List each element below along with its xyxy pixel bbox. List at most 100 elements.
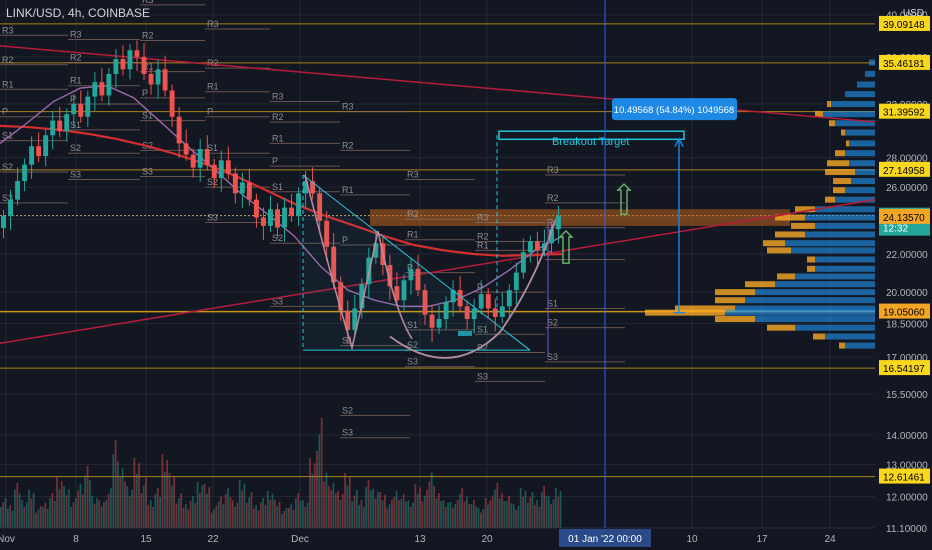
vpvr-row-blue bbox=[805, 231, 875, 238]
volume-bar bbox=[138, 463, 140, 528]
volume-bar bbox=[145, 478, 147, 528]
volume-bar bbox=[173, 477, 176, 528]
volume-bar bbox=[142, 485, 145, 528]
pivot-label: R2 bbox=[207, 58, 219, 68]
volume-bar bbox=[498, 498, 501, 528]
vpvr-row-blue bbox=[725, 309, 875, 316]
pivot-label: S2 bbox=[207, 177, 218, 187]
volume-bar bbox=[531, 492, 534, 528]
vpvr-row-blue bbox=[825, 333, 875, 340]
volume-bar bbox=[103, 502, 105, 528]
volume-bar bbox=[470, 504, 473, 528]
volume-bar bbox=[391, 500, 393, 528]
volume-bar bbox=[189, 500, 192, 528]
volume-bar bbox=[367, 480, 370, 528]
y-tick-label: 22.00000 bbox=[886, 250, 928, 261]
volume-bar bbox=[515, 509, 517, 528]
y-tick-label: 20.00000 bbox=[886, 288, 928, 299]
volume-bar bbox=[533, 504, 536, 528]
volume-bar bbox=[227, 488, 229, 528]
volume-bar bbox=[44, 503, 47, 528]
volume-bar bbox=[231, 500, 234, 528]
candle-body bbox=[457, 290, 463, 307]
vpvr-row-blue bbox=[849, 140, 875, 147]
price-badge-box bbox=[879, 303, 930, 319]
volume-bar bbox=[552, 499, 555, 528]
volume-bar bbox=[154, 494, 157, 528]
volume-bar bbox=[201, 485, 204, 528]
volume-bar bbox=[192, 496, 194, 528]
volume-bar bbox=[49, 498, 51, 528]
volume-bar bbox=[23, 507, 26, 528]
pivot-label: R3 bbox=[407, 170, 419, 180]
candle-body bbox=[183, 143, 189, 155]
volume-bar bbox=[114, 440, 117, 528]
vpvr-row-blue bbox=[849, 160, 875, 167]
volume-bar bbox=[213, 509, 215, 528]
volume-bar bbox=[177, 498, 180, 528]
x-tick-label: 24 bbox=[824, 534, 836, 545]
candle-body bbox=[268, 209, 273, 226]
volume-bar bbox=[42, 507, 44, 528]
volume-bar bbox=[482, 509, 485, 528]
volume-bar bbox=[475, 506, 478, 528]
crosshair-date-box bbox=[559, 529, 651, 547]
vpvr-row-orange bbox=[715, 289, 755, 296]
y-tick-label: 28.00000 bbox=[886, 153, 928, 164]
volume-bar bbox=[426, 490, 428, 528]
pivot-label: R1 bbox=[2, 79, 14, 89]
vpvr-row-blue bbox=[795, 273, 875, 280]
vpvr-row-blue bbox=[755, 316, 875, 323]
volume-bar bbox=[0, 507, 2, 528]
candle-body bbox=[43, 135, 49, 157]
volume-bar bbox=[362, 507, 365, 528]
volume-bar bbox=[98, 500, 101, 528]
pivot-label: S2 bbox=[477, 342, 488, 352]
pivot-label: P bbox=[70, 94, 76, 104]
cup-pattern bbox=[389, 220, 556, 359]
volume-bar bbox=[339, 500, 342, 528]
volume-bar bbox=[545, 495, 548, 528]
candle-body bbox=[506, 290, 512, 307]
vpvr-row-orange bbox=[813, 333, 825, 340]
candle-body bbox=[71, 104, 77, 115]
pivot-label: S1 bbox=[70, 120, 81, 130]
candle-body bbox=[148, 73, 154, 85]
volume-bar bbox=[447, 502, 449, 528]
vpvr-row-orange bbox=[775, 214, 805, 221]
candle-body bbox=[464, 306, 470, 320]
volume-bar bbox=[550, 504, 553, 528]
pivot-label: S1 bbox=[2, 131, 13, 141]
volume-bar bbox=[465, 496, 468, 528]
volume-bar bbox=[494, 489, 496, 528]
x-tick-label: 20 bbox=[481, 534, 493, 545]
candle-body bbox=[534, 241, 540, 251]
vpvr-row-blue bbox=[845, 150, 875, 157]
currency-label: USD bbox=[903, 8, 924, 19]
candle-body bbox=[78, 104, 84, 117]
volume-bar bbox=[288, 507, 290, 528]
candle-body bbox=[296, 193, 302, 216]
volume-bar bbox=[435, 498, 438, 528]
pivot-label: R3 bbox=[547, 165, 559, 175]
drawings: Breakout Target 10.49568 (54.84%) 1049568 bbox=[302, 0, 737, 528]
pivot-label: R2 bbox=[547, 193, 559, 203]
volume-bar bbox=[79, 483, 82, 528]
volume-bar bbox=[215, 506, 218, 528]
volume-bar bbox=[262, 498, 265, 528]
volume-bar bbox=[419, 487, 421, 528]
pivot-label: S2 bbox=[342, 405, 353, 415]
volume-bar bbox=[297, 493, 300, 528]
volume-bar bbox=[393, 497, 396, 528]
volume-bar bbox=[384, 494, 386, 528]
volume-bar bbox=[264, 504, 267, 528]
y-tick-label: 13.00000 bbox=[886, 461, 928, 472]
price-badge-box bbox=[879, 360, 930, 376]
vpvr-row-orange bbox=[833, 178, 851, 185]
vpvr-row-orange bbox=[763, 240, 785, 247]
pivot-label: R2 bbox=[142, 31, 154, 41]
volume-bar bbox=[105, 500, 108, 528]
volume-bar bbox=[311, 473, 314, 528]
